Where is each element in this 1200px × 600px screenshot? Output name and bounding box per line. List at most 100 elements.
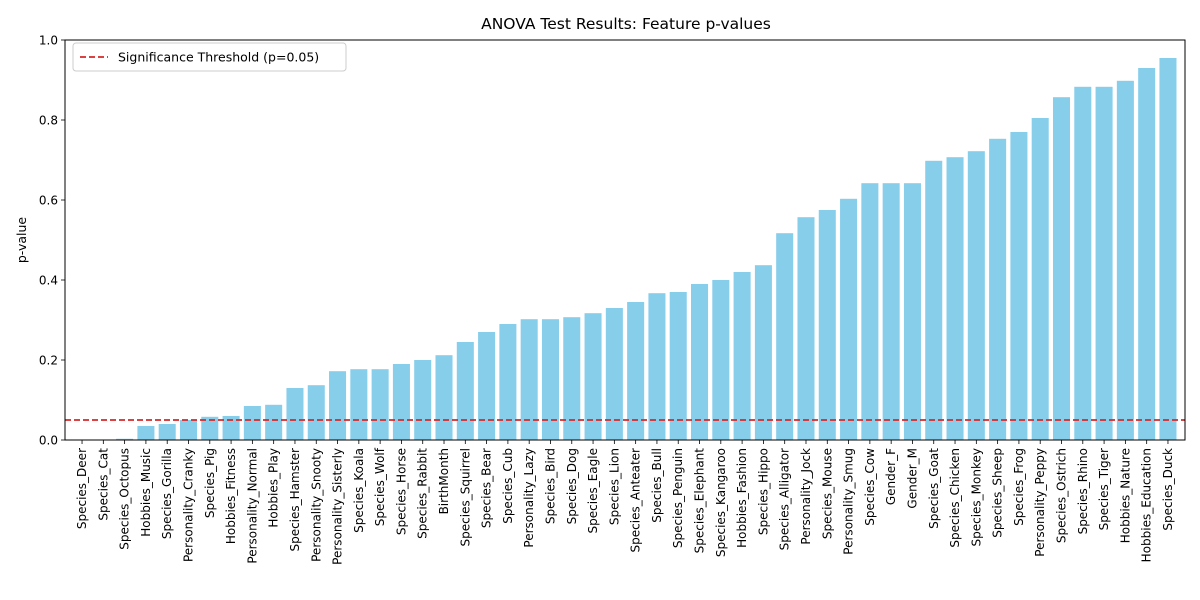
bar-Species_Anteater xyxy=(627,302,645,440)
x-tick-label: Species_Wolf xyxy=(373,447,387,526)
bar-Species_Cow xyxy=(861,183,879,440)
bar-Species_Lion xyxy=(605,308,623,440)
x-tick-label: Personality_Normal xyxy=(245,448,259,564)
plot-frame xyxy=(64,39,1186,441)
bar-Hobbies_Fashion xyxy=(733,272,751,440)
x-tick-label: BirthMonth xyxy=(437,448,451,514)
bar-Species_Squirrel xyxy=(456,342,474,440)
x-tick-label: Personality_Jock xyxy=(799,448,813,545)
bar-Species_Eagle xyxy=(584,313,602,440)
bar-Personality_Peppy xyxy=(1031,118,1049,440)
x-tick-label: Species_Frog xyxy=(1012,448,1026,526)
x-tick-label: Personality_Sisterly xyxy=(331,448,345,565)
x-tick-label: Species_Kangaroo xyxy=(714,448,728,557)
x-tick-label: Hobbies_Fitness xyxy=(224,448,238,544)
bar-Species_Sheep xyxy=(989,138,1007,441)
bar-Personality_Cranky xyxy=(179,420,198,440)
bar-Species_Elephant xyxy=(691,284,709,440)
bar-Personality_Normal xyxy=(243,406,261,440)
bar-Hobbies_Nature xyxy=(1116,80,1134,441)
y-tick-label: 0.4 xyxy=(39,274,58,288)
bar-Personality_Jock xyxy=(797,217,815,440)
x-tick-label: Species_Cow xyxy=(863,448,877,526)
x-tick-label: Hobbies_Play xyxy=(267,448,281,528)
bar-Gender_F xyxy=(882,183,900,440)
bar-Species_Chicken xyxy=(946,157,964,440)
x-tick-label: Species_Lion xyxy=(607,448,621,525)
bar-Hobbies_Play xyxy=(265,404,283,440)
x-tick-label: Species_Mouse xyxy=(820,448,834,539)
bar-Species_Kangaroo xyxy=(712,280,730,440)
bar-Species_Rhino xyxy=(1074,86,1092,441)
bar-Personality_Lazy xyxy=(520,319,538,440)
x-tick-label: Species_Cub xyxy=(501,448,515,524)
bar-Species_Horse xyxy=(392,364,410,440)
y-tick-label: 0.6 xyxy=(39,194,58,208)
bar-Species_Duck xyxy=(1159,58,1177,440)
x-tick-label: Species_Horse xyxy=(394,448,408,535)
bar-Species_Monkey xyxy=(967,151,985,440)
bar-Species_Mouse xyxy=(818,210,836,440)
x-tick-label: Personality_Cranky xyxy=(182,448,196,562)
x-tick-label: Species_Rabbit xyxy=(416,448,430,539)
y-axis-ticks: 0.0 0.2 0.4 0.6 0.8 1.0 xyxy=(39,34,65,448)
bar-Species_Cub xyxy=(499,324,517,440)
x-tick-label: Species_Tiger xyxy=(1097,448,1111,530)
x-tick-label: Species_Penguin xyxy=(671,448,685,548)
x-tick-label: Species_Deer xyxy=(75,448,89,529)
bar-Species_Koala xyxy=(350,369,368,440)
x-tick-label: Species_Monkey xyxy=(969,448,983,547)
bar-Species_Wolf xyxy=(371,369,389,440)
bar-Species_Bear xyxy=(478,332,496,440)
bar-Gender_M xyxy=(903,183,921,440)
x-tick-label: Species_Anteater xyxy=(629,448,643,553)
x-tick-label: Hobbies_Nature xyxy=(1118,448,1132,543)
bar-Species_Hippo xyxy=(754,265,772,440)
bar-Personality_Snooty xyxy=(307,385,325,440)
bar-Hobbies_Music xyxy=(137,426,155,440)
x-tick-label: Species_Elephant xyxy=(693,448,707,554)
x-tick-label: Gender_F xyxy=(884,448,898,505)
x-tick-label: Species_Cat xyxy=(96,448,110,521)
x-tick-label: Species_Hippo xyxy=(756,448,770,535)
x-tick-label: Species_Koala xyxy=(352,448,366,533)
x-tick-label: Species_Bear xyxy=(480,448,494,528)
x-tick-label: Species_Bird xyxy=(543,448,557,524)
x-tick-label: Species_Pig xyxy=(203,448,217,518)
y-tick-label: 0.2 xyxy=(39,354,58,368)
x-tick-label: Personality_Lazy xyxy=(522,448,536,548)
legend-threshold-label: Significance Threshold (p=0.05) xyxy=(118,50,319,65)
bar-Species_Hamster xyxy=(286,388,304,440)
bar-Species_Penguin xyxy=(669,292,687,440)
x-tick-label: Hobbies_Music xyxy=(139,448,153,537)
x-tick-label: Species_Chicken xyxy=(948,448,962,548)
x-tick-label: Personality_Smug xyxy=(842,448,856,555)
legend: Significance Threshold (p=0.05) xyxy=(72,42,347,72)
x-tick-label: Species_Alligator xyxy=(778,448,792,550)
x-tick-label: Personality_Snooty xyxy=(309,448,323,562)
x-tick-label: Species_Goat xyxy=(927,448,941,529)
x-tick-label: Species_Eagle xyxy=(586,448,600,533)
y-tick-label: 1.0 xyxy=(39,34,58,48)
x-tick-label: Species_Bull xyxy=(650,448,664,523)
bar-Species_Gorilla xyxy=(158,424,176,440)
x-tick-label: Species_Rhino xyxy=(1076,448,1090,534)
x-tick-label: Species_Duck xyxy=(1161,448,1175,531)
bar-Species_Rabbit xyxy=(414,360,432,440)
chart-title: ANOVA Test Results: Feature p-values xyxy=(481,15,771,33)
bar-Species_Ostrich xyxy=(1052,97,1071,440)
y-axis-label: p-value xyxy=(14,217,29,264)
y-tick-label: 0.0 xyxy=(39,434,58,448)
bar-Species_Dog xyxy=(563,317,581,440)
bar-Species_Pig xyxy=(201,416,219,440)
x-tick-label: Species_Gorilla xyxy=(160,448,174,539)
x-tick-label: Species_Hamster xyxy=(288,448,302,552)
bar-Species_Bull xyxy=(648,293,666,440)
x-tick-label: Species_Squirrel xyxy=(458,448,472,546)
bar-Species_Goat xyxy=(925,160,943,441)
bar-Species_Bird xyxy=(541,319,559,440)
x-tick-label: Species_Ostrich xyxy=(1055,448,1069,543)
bar-Hobbies_Education xyxy=(1138,68,1156,440)
x-axis-ticks: Species_Deer Species_Cat Species_Octopus Ho… xyxy=(75,440,1175,565)
